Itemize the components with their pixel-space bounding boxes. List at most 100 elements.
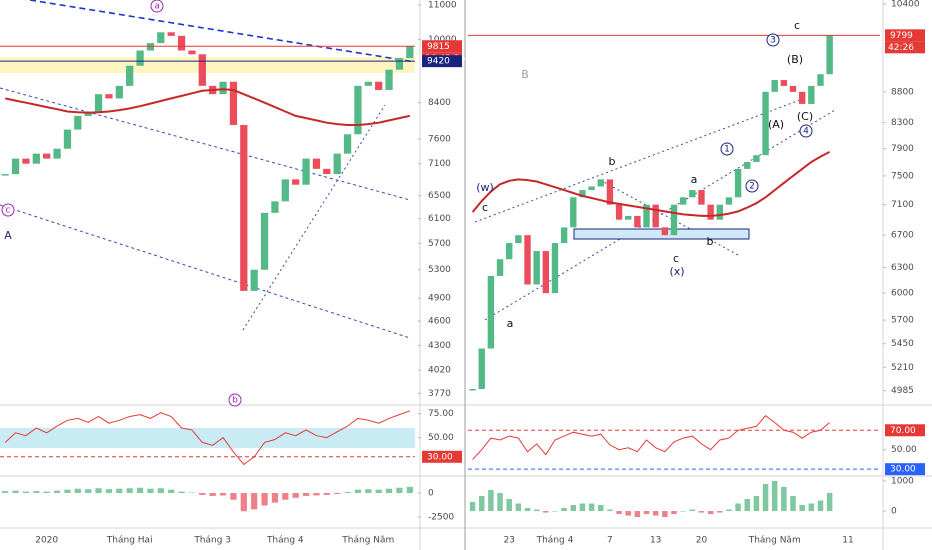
candle	[808, 85, 815, 104]
histogram-bar	[707, 511, 714, 515]
candle	[271, 201, 279, 213]
wave-label: c	[6, 206, 11, 216]
candle	[725, 197, 733, 205]
candle	[167, 32, 175, 36]
price-tag	[885, 463, 925, 476]
histogram-bar	[717, 511, 723, 513]
histogram-bar	[561, 508, 567, 512]
histogram-bar	[147, 488, 154, 494]
y-tick-label: 50.00	[891, 445, 917, 455]
candle	[533, 251, 540, 285]
candle	[292, 179, 300, 185]
wave-label: (w)	[476, 181, 494, 194]
histogram-bar	[74, 488, 81, 494]
wave-label: 1	[724, 145, 730, 155]
histogram-bar	[43, 491, 50, 494]
histogram-bar	[662, 511, 668, 518]
histogram-bar	[53, 490, 61, 494]
wave-circle	[150, 0, 164, 13]
candle	[250, 269, 258, 291]
histogram-bar	[334, 493, 341, 494]
candle	[333, 153, 341, 175]
candle	[105, 94, 113, 99]
histogram-bar	[469, 502, 476, 512]
wave-circle	[799, 124, 813, 138]
candle	[551, 243, 559, 294]
y-tick-label: 5300	[428, 265, 451, 275]
candle	[53, 148, 61, 159]
wave-label: c	[794, 19, 800, 32]
histogram-bar	[64, 489, 71, 494]
wave-circle	[1, 203, 15, 217]
histogram-bar	[634, 511, 641, 518]
histogram-bar	[116, 488, 123, 494]
histogram-bar	[643, 511, 650, 515]
candle	[219, 81, 227, 95]
wave-circle	[745, 179, 759, 193]
histogram-bar	[251, 493, 258, 510]
histogram-bar	[689, 509, 696, 512]
histogram-bar	[588, 503, 595, 512]
zone-box	[573, 228, 750, 240]
histogram-bar	[552, 511, 558, 512]
histogram-bar	[698, 511, 705, 513]
histogram-bar	[323, 493, 330, 495]
candle	[240, 124, 248, 291]
x-tick-label: Tháng Năm	[748, 536, 801, 546]
candle	[597, 179, 604, 187]
histogram-bar	[579, 503, 586, 512]
candle	[826, 35, 833, 75]
histogram-bar	[282, 493, 289, 500]
candle	[323, 168, 331, 175]
candle	[487, 275, 495, 349]
candle	[789, 85, 797, 92]
histogram-bar	[598, 505, 604, 512]
histogram-bar	[178, 491, 185, 494]
candle	[63, 129, 72, 149]
candle	[643, 204, 650, 228]
histogram-bar	[396, 487, 403, 494]
y-tick-label: 5700	[891, 316, 914, 326]
y-tick-label: 4600	[428, 317, 451, 327]
y-tick-label: 5450	[891, 339, 914, 349]
histogram-bar	[406, 486, 413, 494]
wave-label: a	[507, 317, 514, 330]
candle	[615, 204, 623, 220]
candle	[375, 81, 383, 90]
wave-label: 2	[749, 182, 755, 192]
histogram-bar	[616, 511, 622, 515]
candle	[343, 134, 352, 154]
candle	[771, 80, 778, 92]
price-tag	[885, 29, 925, 42]
x-tick-label: 23	[503, 536, 514, 546]
histogram-bar	[543, 511, 549, 513]
y-tick-label: 7600	[428, 135, 451, 145]
histogram-bar	[790, 495, 796, 512]
histogram-bar	[771, 480, 778, 512]
histogram-bar	[799, 505, 805, 512]
y-tick-label: 6500	[428, 191, 451, 201]
price-tag-label: 9420	[427, 57, 450, 67]
candle	[188, 50, 196, 55]
histogram-bar	[85, 489, 92, 494]
candle	[11, 158, 20, 175]
wave-label: c	[673, 252, 679, 265]
candle	[312, 158, 321, 169]
histogram-bar	[607, 509, 613, 512]
candle	[260, 212, 269, 270]
wave-label: a	[691, 173, 698, 186]
candle	[652, 204, 659, 228]
y-tick-label: -2500	[428, 513, 454, 523]
y-tick-label: 5700	[428, 239, 451, 249]
candle	[395, 58, 404, 70]
y-tick-label: 11000	[428, 0, 457, 10]
y-tick-label: 75.00	[428, 409, 454, 419]
histogram-bar	[570, 505, 577, 512]
candle	[281, 179, 289, 202]
wave-label: (B)	[787, 53, 803, 66]
histogram-bar	[781, 486, 787, 512]
x-tick-label: 2020	[35, 536, 58, 546]
y-tick-label: 6700	[891, 231, 914, 241]
trend-line	[29, 0, 416, 63]
histogram-bar	[744, 498, 750, 512]
